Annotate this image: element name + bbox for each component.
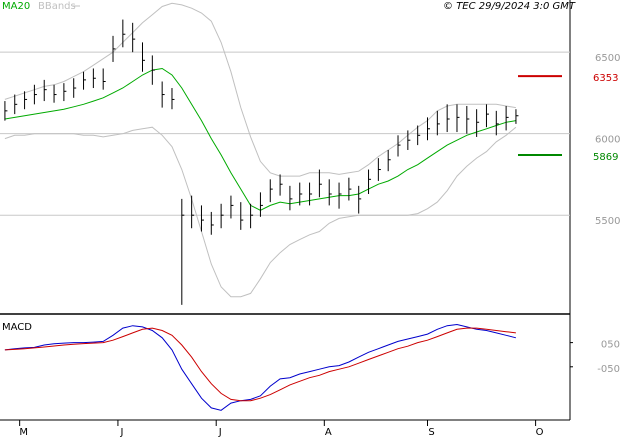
macd-line — [4, 327, 516, 402]
x-tick-label: S — [428, 427, 434, 438]
level-label: 5869 — [593, 152, 618, 163]
level-label: 6353 — [593, 73, 618, 84]
y-tick-label: -050 — [597, 364, 620, 375]
legend-ma20: MA20 — [2, 1, 30, 12]
macd-title: MACD — [2, 322, 32, 333]
y-tick-label: 6000 — [595, 135, 620, 146]
bband-upper — [4, 2, 516, 177]
header: © TEC 29/9/2024 3:0 GMT — [443, 1, 576, 12]
legend-bbands: BBands — [38, 1, 76, 12]
x-tick-label: A — [325, 427, 332, 438]
ma20-line — [4, 67, 516, 211]
y-tick-label: 6500 — [595, 53, 620, 64]
bband-lower — [4, 126, 517, 298]
y-tick-label: 5500 — [595, 216, 620, 227]
y-tick-label: 050 — [601, 340, 620, 351]
x-tick-label: M — [19, 427, 28, 438]
x-tick-label: J — [218, 427, 222, 438]
x-tick-label: O — [536, 427, 544, 438]
macd-line — [4, 323, 517, 411]
x-tick-label: J — [119, 427, 123, 438]
